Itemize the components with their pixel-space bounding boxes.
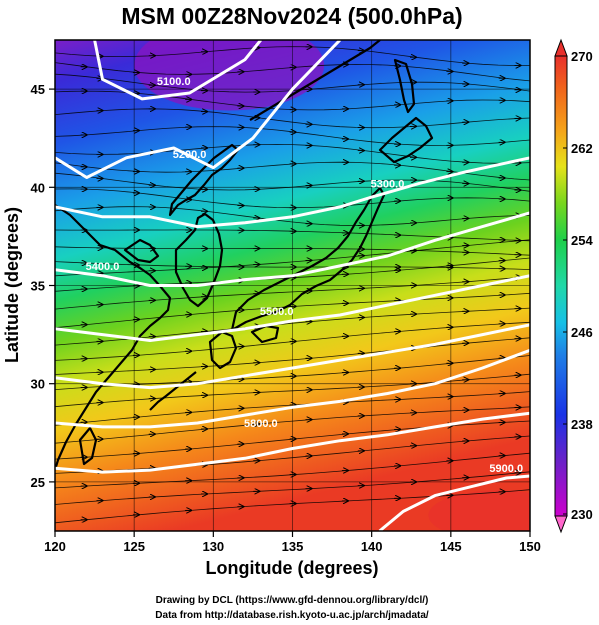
x-axis-label: Longitude (degrees) <box>205 558 378 578</box>
contour-label: 5200.0 <box>173 149 207 161</box>
credit-data: Data from http://database.rish.kyoto-u.a… <box>155 610 429 621</box>
x-tick-label: 135 <box>282 539 304 554</box>
colorbar-tick-label: 246 <box>571 325 593 340</box>
contour-label: 5400.0 <box>86 261 120 273</box>
y-axis-label: Latitude (degrees) <box>2 207 22 363</box>
colorbar-tick-label: 238 <box>571 417 593 432</box>
contour-5900 <box>378 474 530 531</box>
map-title: MSM 00Z28Nov2024 (500.0hPa) <box>121 3 462 29</box>
x-axis-ticks: 120 125 130 135 140 145 150 <box>44 531 541 554</box>
y-tick-label: 30 <box>31 377 45 392</box>
contour-5300 <box>55 156 530 229</box>
contour-label: 5800.0 <box>244 418 278 430</box>
x-tick-label: 120 <box>44 539 66 554</box>
x-tick-label: 125 <box>123 539 145 554</box>
height-contours <box>55 40 530 531</box>
x-tick-label: 130 <box>202 539 224 554</box>
contour-5800 <box>55 411 530 474</box>
y-axis-ticks: 25 30 35 40 45 <box>31 82 55 490</box>
contour-5100 <box>93 40 262 101</box>
colorbar-tick-label: 262 <box>571 141 593 156</box>
y-tick-label: 45 <box>31 82 45 97</box>
contour-5500 <box>55 274 530 342</box>
y-tick-label: 35 <box>31 279 45 294</box>
x-tick-label: 150 <box>519 539 541 554</box>
contour-5700 <box>55 348 530 429</box>
lat-lon-grid <box>55 40 530 531</box>
contour-labels: 5100.0 5200.0 5300.0 5400.0 5500.0 5800.0 5900… <box>86 76 523 475</box>
colorbar: 270 262 254 246 238 230 <box>554 38 593 534</box>
contour-label: 5300.0 <box>371 178 405 190</box>
x-tick-label: 145 <box>440 539 462 554</box>
y-tick-label: 25 <box>31 475 45 490</box>
colorbar-tick-label: 254 <box>571 233 593 248</box>
credit-drawing: Drawing by DCL (https://www.gfd-dennou.o… <box>156 595 429 606</box>
colorbar-tick-label: 270 <box>571 49 593 64</box>
x-tick-label: 140 <box>361 539 383 554</box>
warm-area <box>428 490 530 531</box>
colorbar-max-arrow <box>554 38 568 57</box>
contour-5200 <box>55 40 342 179</box>
colorbar-tick-label: 230 <box>571 507 593 522</box>
y-tick-label: 40 <box>31 180 45 195</box>
contour-5600 <box>55 323 530 390</box>
contour-5400 <box>55 211 530 287</box>
contour-label: 5900.0 <box>489 463 523 475</box>
plot-area: 5100.0 5200.0 5300.0 5400.0 5500.0 5800.0 5900… <box>55 40 530 531</box>
contour-label: 5500.0 <box>260 306 294 318</box>
colorbar-bar <box>554 55 568 517</box>
contour-label: 5100.0 <box>157 76 191 88</box>
colorbar-ticks: 270 262 254 246 238 230 <box>563 49 593 522</box>
colorbar-min-arrow <box>554 515 568 534</box>
